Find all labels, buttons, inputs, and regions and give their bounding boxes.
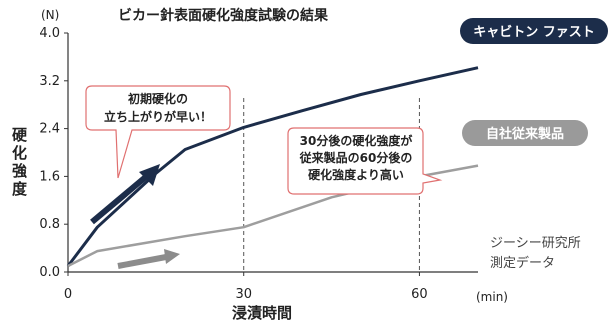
callout-2-line-3: 硬化強度より高い bbox=[308, 167, 404, 182]
legend-badge-fast: キャビトン ファスト bbox=[460, 18, 608, 44]
callout-1-line-2: 立ち上がりが早い！ bbox=[104, 109, 212, 124]
y-axis-label-char-1: 化 bbox=[12, 144, 27, 162]
x-tick-label: 0 bbox=[64, 287, 72, 302]
legend-label-fast: キャビトン ファスト bbox=[473, 24, 595, 40]
x-tick-label: 30 bbox=[235, 287, 252, 302]
y-axis-label-char-3: 度 bbox=[12, 180, 28, 198]
source-note-line-2: 測定データ bbox=[490, 255, 555, 271]
conventional-trend-arrow bbox=[117, 249, 180, 269]
x-axis-label: 浸漬時間 bbox=[232, 304, 292, 322]
y-tick-label: 1.6 bbox=[39, 169, 60, 184]
y-axis-label-char-2: 強 bbox=[12, 162, 27, 180]
series-line-0 bbox=[66, 66, 479, 267]
x-tick-label: 60 bbox=[411, 287, 428, 302]
y-tick-label: 2.4 bbox=[39, 122, 60, 137]
callout-1-line-1: 初期硬化の bbox=[128, 91, 188, 106]
source-note-line-1: ジーシー研究所 bbox=[490, 236, 581, 251]
legend-label-conventional: 自社従来製品 bbox=[486, 126, 564, 142]
callout-2-line-2: 従来製品の60分後の bbox=[299, 150, 413, 165]
y-tick-label: 4.0 bbox=[39, 26, 60, 41]
callout-initial-hardening: 初期硬化の 立ち上がりが早い！ bbox=[85, 85, 231, 179]
y-axis-label-char-0: 硬 bbox=[12, 126, 28, 144]
y-axis-label: 硬 化 強 度 bbox=[12, 126, 28, 198]
legend-badge-conventional: 自社従来製品 bbox=[462, 120, 588, 146]
y-unit-label: (N) bbox=[41, 8, 59, 22]
callout-30min-comparison: 30分後の硬化強度が 従来製品の60分後の 硬化強度より高い bbox=[287, 127, 443, 195]
y-tick-label: 0.8 bbox=[39, 217, 60, 232]
y-ticks: 0.0 0.8 1.6 2.4 3.2 4.0 bbox=[39, 26, 68, 280]
fast-trend-arrow bbox=[90, 164, 160, 225]
y-tick-label: 3.2 bbox=[39, 74, 60, 89]
y-tick-label: 0.0 bbox=[39, 265, 60, 280]
x-ticks: 0 30 60 bbox=[64, 272, 428, 302]
x-unit-label: (min) bbox=[476, 290, 508, 304]
chart-title: ビカー針表面硬化強度試験の結果 bbox=[118, 7, 329, 24]
callout-2-line-1: 30分後の硬化強度が bbox=[300, 133, 413, 148]
